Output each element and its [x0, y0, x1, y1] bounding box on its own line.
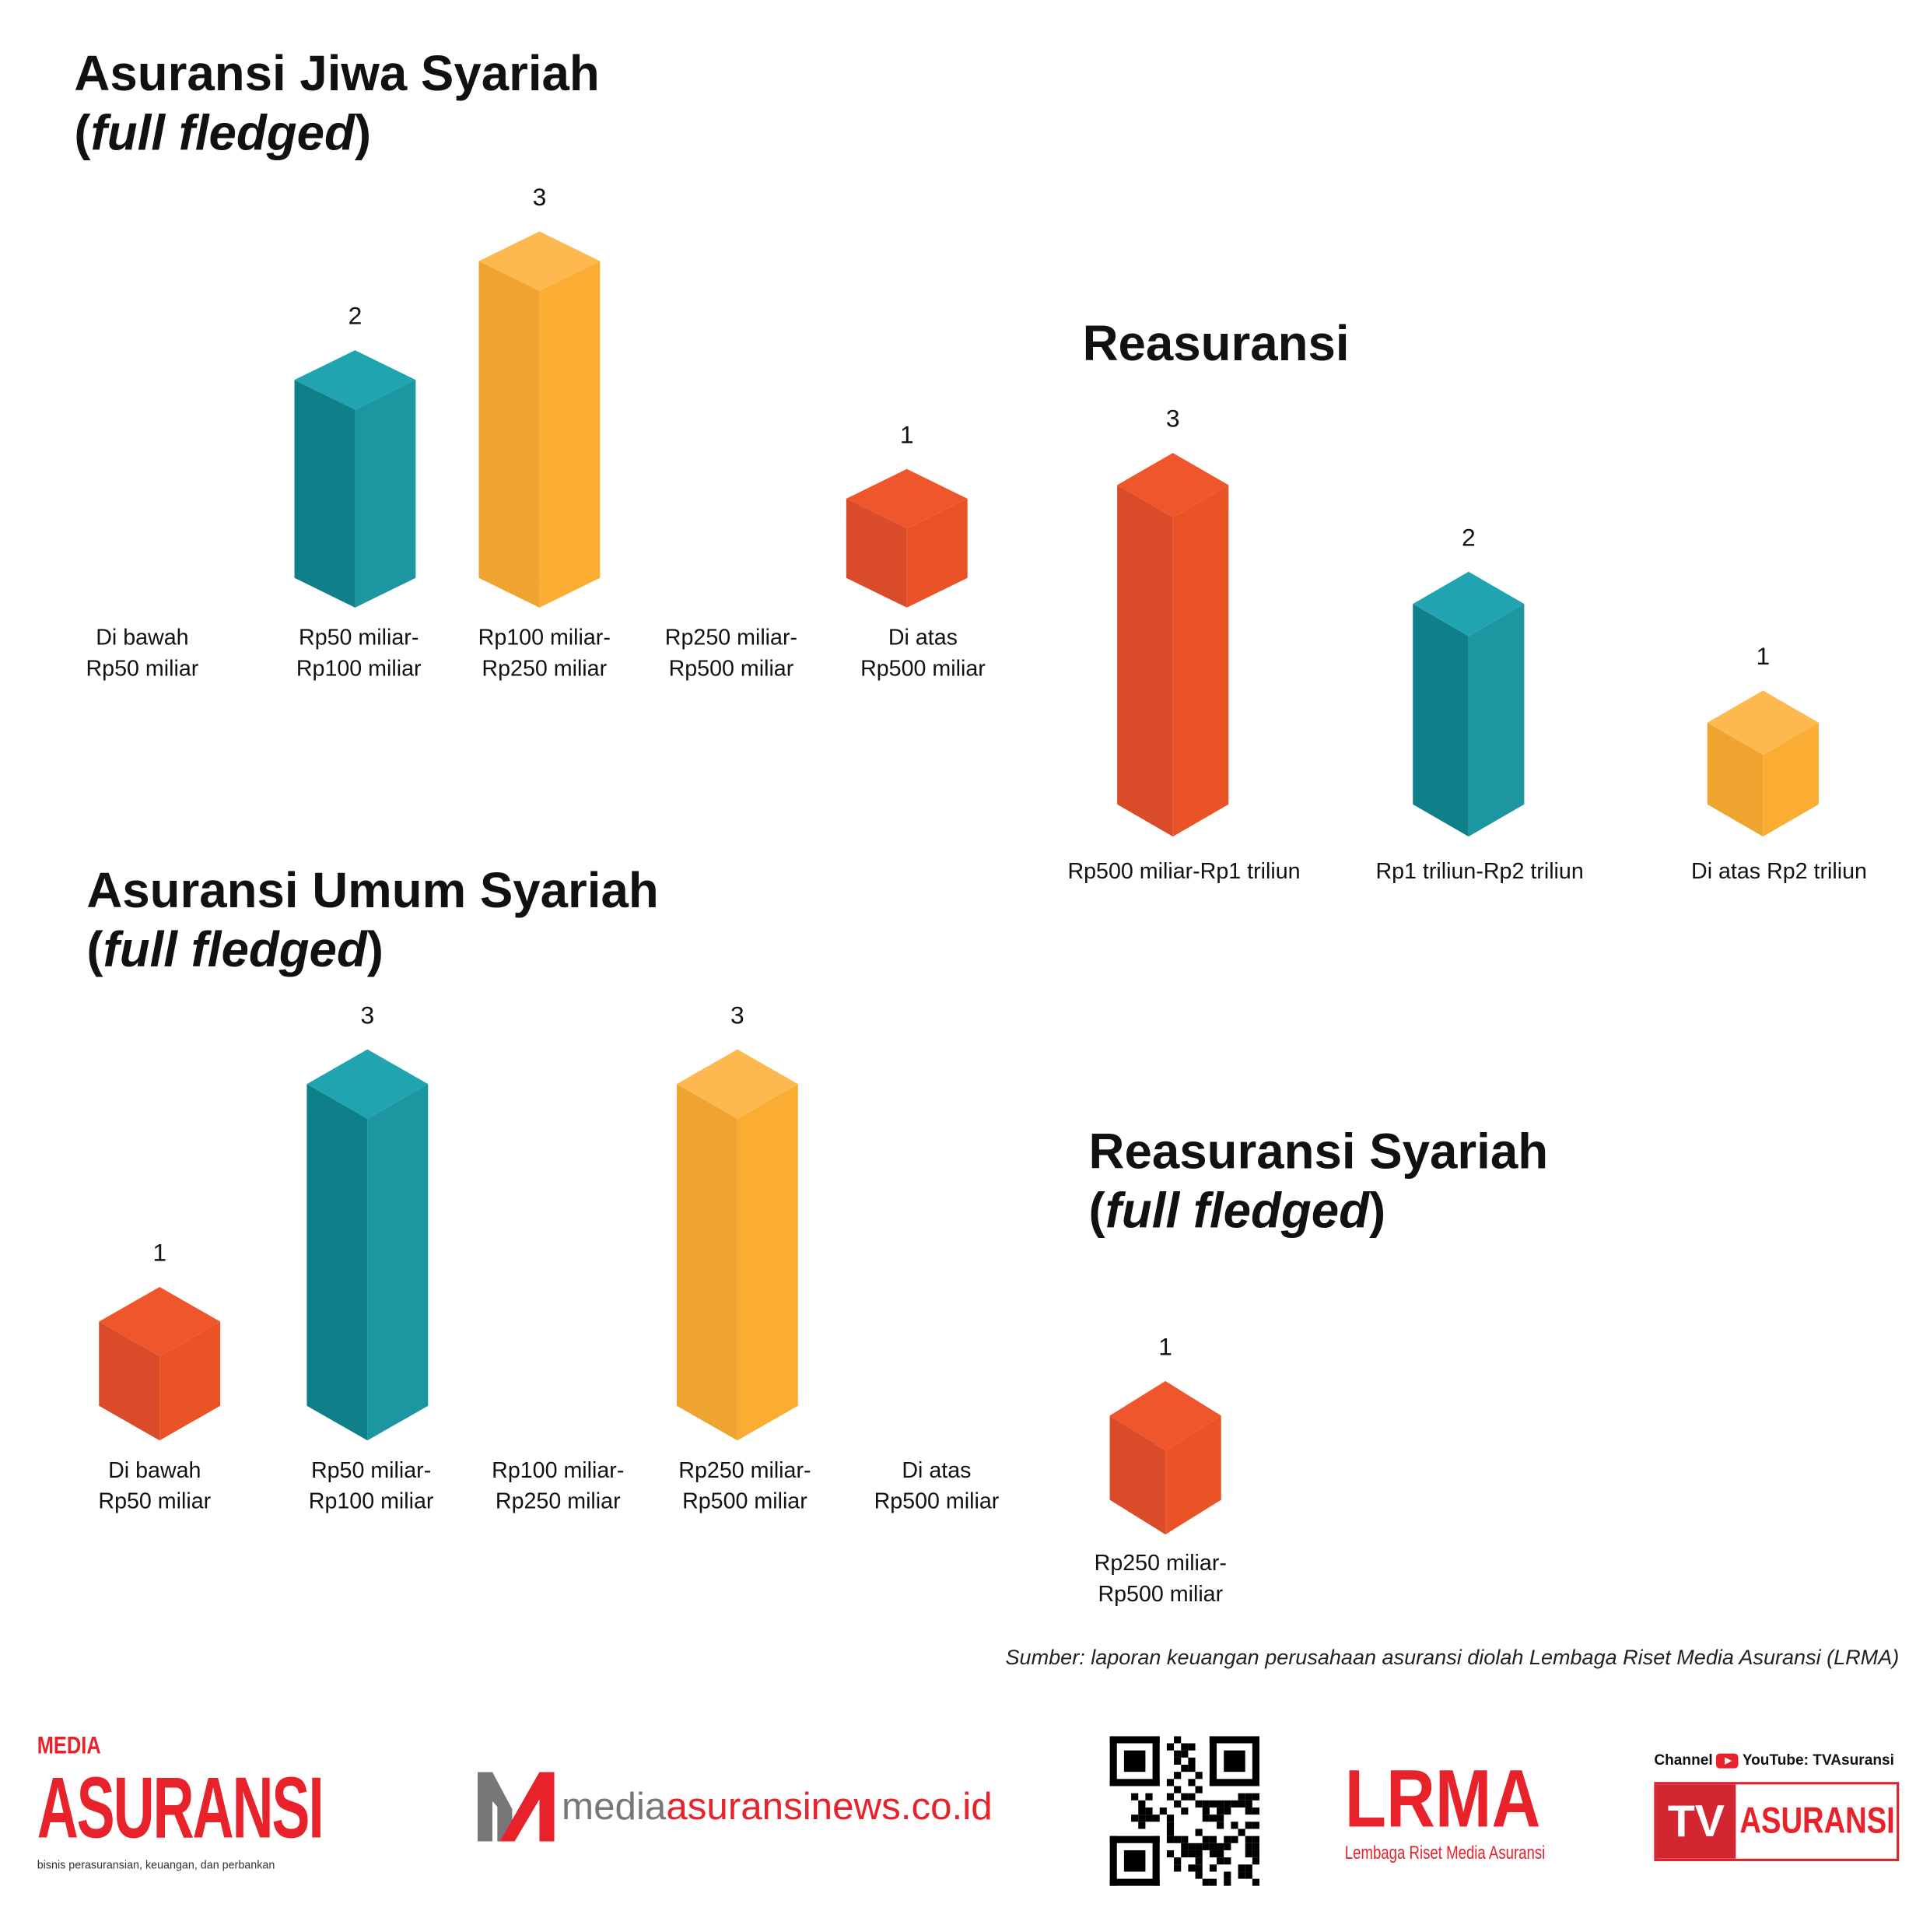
value-label: 3 — [360, 1002, 375, 1030]
category-label-line: Rp100 miliar — [308, 1488, 434, 1514]
bar-left-face — [294, 380, 356, 608]
category-label-line: Rp50 miliar- — [299, 625, 419, 650]
category-label-line: Di bawah — [96, 625, 189, 650]
bar-left-face — [1109, 1415, 1166, 1535]
logo-media-text: MEDIA — [37, 1732, 101, 1760]
category-label-line: Rp50 miliar- — [310, 1457, 432, 1483]
bar-left-face — [1117, 485, 1173, 837]
tv-asuransi-logo: Channel YouTube: TVAsuransi TV ASURANSI — [1654, 1751, 1900, 1861]
value-label: 3 — [730, 1002, 744, 1030]
category-label-line: Rp50 miliar — [86, 655, 199, 681]
category-label-line: Rp100 miliar- — [492, 1457, 625, 1483]
lrma-subtitle: Lembaga Riset Media Asuransi — [1344, 1843, 1546, 1864]
bar-right-face — [355, 380, 416, 608]
bar-right-face — [1172, 485, 1229, 837]
bar-left-face — [1707, 722, 1764, 837]
category-label-line: Rp100 miliar- — [478, 625, 611, 650]
category-label-line: Rp500 miliar — [874, 1488, 1000, 1514]
bar-top-face — [1109, 1380, 1221, 1450]
category-label-line: Di atas Rp2 triliun — [1691, 858, 1867, 884]
category-label-line: Rp250 miliar — [482, 655, 608, 681]
category-label: Di atas Rp2 triliun — [1691, 857, 1867, 888]
bar-right-face — [1468, 604, 1525, 837]
bar-left-face — [478, 261, 540, 608]
chart-title-reasuransi: Reasuransi — [1082, 317, 1350, 372]
category-label: Di bawah Rp50 miliar — [86, 622, 199, 685]
website-logo: mediaasuransinews.co.id — [477, 1772, 993, 1842]
bar-left-face — [846, 498, 907, 608]
bar-left-face — [676, 1084, 737, 1441]
bar-right-face — [539, 261, 601, 608]
category-label-line: Rp250 miliar- — [1094, 1550, 1227, 1576]
category-label: Rp100 miliar- Rp250 miliar — [492, 1455, 624, 1517]
category-label: Di bawah Rp50 miliar — [98, 1455, 211, 1517]
source-note: Sumber: laporan keuangan perusahaan asur… — [1005, 1646, 1900, 1670]
category-label-line: Rp500 miliar-Rp1 triliun — [1067, 858, 1301, 884]
website-url: mediaasuransinews.co.id — [562, 1784, 993, 1829]
bar-right-face — [906, 498, 968, 608]
category-label-line: Di atas — [902, 1457, 972, 1483]
category-label-line: Rp250 miliar- — [678, 1457, 811, 1483]
category-label: Rp250 miliar- Rp500 miliar — [1095, 1548, 1227, 1611]
value-label: 2 — [1461, 524, 1476, 552]
logo-asuransi-text: ASURANSI — [37, 1759, 324, 1857]
m-logo-icon — [477, 1772, 555, 1842]
tv-asuransi-text: ASURANSI — [1739, 1801, 1895, 1842]
logo-tagline: bisnis perasuransian, keuangan, dan perb… — [37, 1858, 275, 1871]
bar-left-face — [306, 1084, 368, 1441]
category-label: Di atas Rp500 miliar — [860, 622, 986, 685]
category-label-line: Rp1 triliun-Rp2 triliun — [1375, 858, 1584, 884]
youtube-icon — [1716, 1752, 1739, 1768]
category-label: Di atas Rp500 miliar — [874, 1455, 1000, 1517]
chart-title-umum: Asuransi Umum Syariah (full fledged) — [86, 864, 659, 978]
value-label: 1 — [1756, 643, 1771, 671]
chart-title-reas-syariah: Reasuransi Syariah (full fledged) — [1088, 1124, 1549, 1239]
category-label-line: Di bawah — [108, 1457, 201, 1483]
category-label: Rp500 miliar-Rp1 triliun — [1067, 857, 1300, 888]
media-asuransi-logo: MEDIA ASURANSI bisnis perasuransian, keu… — [37, 1733, 470, 1873]
value-label: 1 — [152, 1239, 167, 1268]
tv-text: TV — [1656, 1784, 1736, 1859]
bar-right-face — [367, 1084, 429, 1441]
category-label: Rp250 miliar- Rp500 miliar — [678, 1455, 811, 1517]
lrma-text: LRMA — [1344, 1752, 1541, 1844]
value-label: 2 — [348, 303, 363, 331]
qr-code-icon — [1109, 1736, 1260, 1886]
category-label: Rp250 miliar- Rp500 miliar — [665, 622, 797, 685]
bar-right-face — [737, 1084, 798, 1441]
bar-right-face — [159, 1321, 221, 1441]
bar-left-face — [99, 1321, 160, 1441]
category-label-line: Rp500 miliar — [668, 655, 794, 681]
lrma-logo: LRMA Lembaga Riset Media Asuransi — [1345, 1754, 1602, 1865]
bar-right-face — [1165, 1415, 1221, 1535]
youtube-channel: Channel YouTube: TVAsuransi — [1654, 1751, 1894, 1769]
category-label-line: Di atas — [888, 625, 958, 650]
bar-right-face — [1763, 722, 1819, 837]
chart-title-jiwa: Asuransi Jiwa Syariah (full fledged) — [74, 47, 600, 161]
category-label: Rp50 miliar- Rp100 miliar — [309, 1455, 434, 1517]
bar-left-face — [1413, 604, 1469, 837]
category-label-line: Rp250 miliar — [495, 1488, 621, 1514]
value-label: 3 — [1165, 405, 1180, 433]
category-label-line: Rp250 miliar- — [664, 625, 798, 650]
category-label: Rp1 triliun-Rp2 triliun — [1375, 857, 1583, 888]
category-label-line: Rp50 miliar — [98, 1488, 212, 1514]
category-label: Rp100 miliar- Rp250 miliar — [478, 622, 611, 685]
category-label-line: Rp500 miliar — [1098, 1581, 1224, 1607]
category-label-line: Rp100 miliar — [296, 655, 422, 681]
bar-top-face — [1117, 453, 1229, 517]
category-label-line: Rp500 miliar — [682, 1488, 807, 1514]
value-label: 3 — [532, 184, 547, 212]
value-label: 1 — [899, 422, 914, 450]
value-label: 1 — [1158, 1334, 1173, 1362]
category-label-line: Rp500 miliar — [860, 655, 986, 681]
category-label: Rp50 miliar- Rp100 miliar — [296, 622, 422, 685]
